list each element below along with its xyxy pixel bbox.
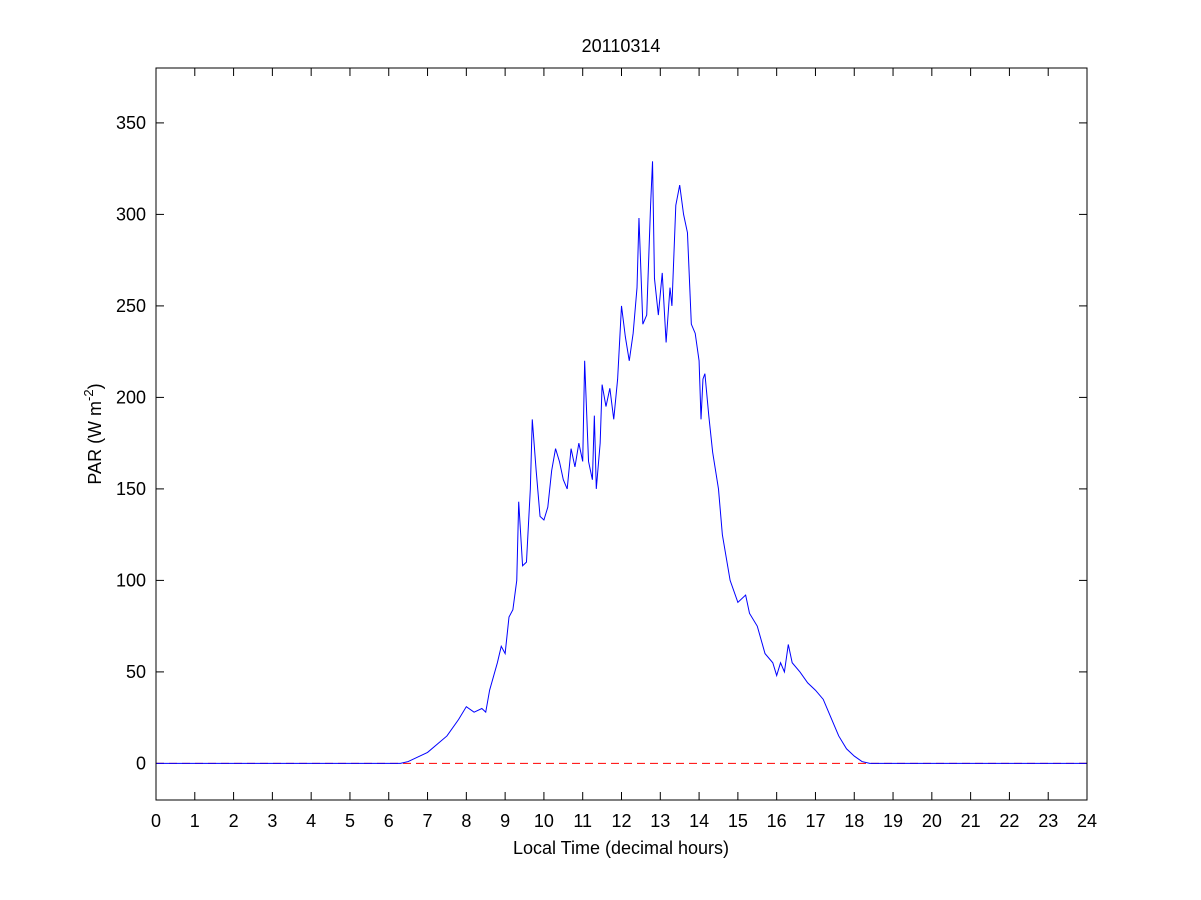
chart-title: 20110314 [582, 36, 661, 56]
y-tick-label: 350 [116, 113, 146, 133]
y-axis-label: PAR (W m-2) [81, 383, 105, 484]
x-tick-label: 4 [306, 811, 316, 831]
x-tick-label: 22 [999, 811, 1019, 831]
x-tick-label: 24 [1077, 811, 1097, 831]
x-tick-label: 5 [345, 811, 355, 831]
x-tick-label: 8 [461, 811, 471, 831]
data-line [156, 161, 1087, 764]
x-tick-label: 14 [689, 811, 709, 831]
x-tick-label: 0 [151, 811, 161, 831]
x-tick-label: 21 [961, 811, 981, 831]
x-tick-label: 7 [423, 811, 433, 831]
x-tick-label: 19 [883, 811, 903, 831]
y-tick-label: 50 [126, 662, 146, 682]
y-tick-label: 0 [136, 753, 146, 773]
y-label-main: PAR (W m [85, 401, 105, 485]
x-tick-label: 6 [384, 811, 394, 831]
x-tick-label: 23 [1038, 811, 1058, 831]
x-tick-label: 20 [922, 811, 942, 831]
axes-box [155, 67, 1088, 801]
x-tick-label: 13 [650, 811, 670, 831]
y-label-end: ) [85, 383, 105, 389]
x-tick-label: 9 [500, 811, 510, 831]
y-tick-label: 150 [116, 479, 146, 499]
x-tick-label: 1 [190, 811, 200, 831]
y-tick-label: 200 [116, 387, 146, 407]
y-tick-label: 300 [116, 204, 146, 224]
x-tick-label: 2 [229, 811, 239, 831]
x-tick-label: 16 [767, 811, 787, 831]
x-axis-label: Local Time (decimal hours) [513, 838, 729, 858]
x-tick-label: 3 [267, 811, 277, 831]
x-tick-label: 15 [728, 811, 748, 831]
x-tick-label: 11 [573, 811, 592, 831]
x-tick-label: 12 [611, 811, 631, 831]
x-tick-label: 10 [534, 811, 554, 831]
x-tick-label: 17 [805, 811, 825, 831]
y-tick-label: 250 [116, 296, 146, 316]
y-label-sup: -2 [81, 389, 96, 401]
x-tick-label: 18 [844, 811, 864, 831]
y-tick-label: 100 [116, 570, 146, 590]
